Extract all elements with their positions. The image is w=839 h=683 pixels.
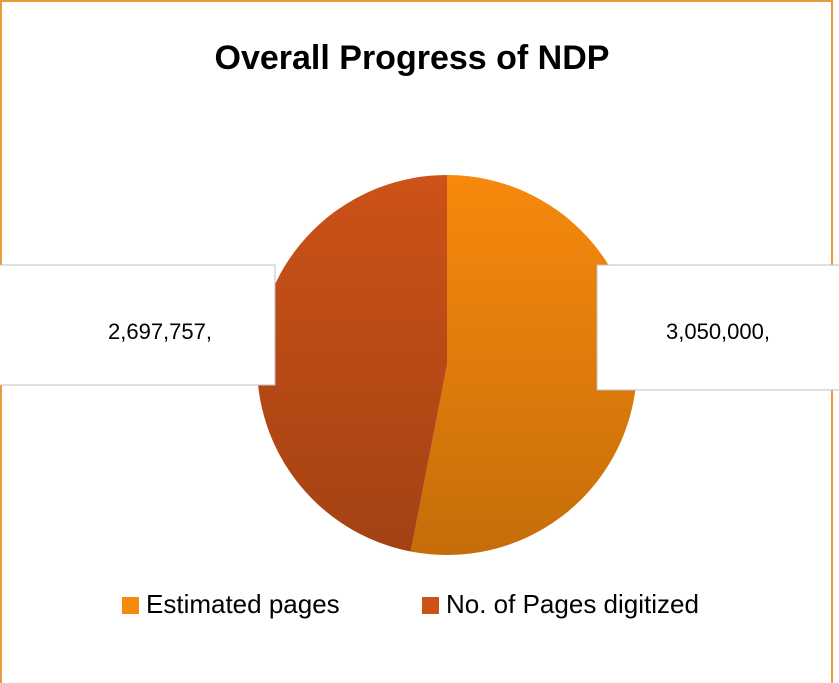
label-box: [596, 264, 839, 391]
pie: [256, 175, 637, 555]
labels: 3,050,000, 2,697,757,: [0, 264, 839, 391]
data-label: 2,697,757,: [108, 319, 212, 344]
data-label: 3,050,000,: [666, 319, 770, 344]
legend-label: Estimated pages: [146, 589, 340, 619]
label-box: [0, 264, 276, 386]
legend-swatch: [122, 597, 139, 614]
legend-label: No. of Pages digitized: [446, 589, 699, 619]
chart-title: Overall Progress of NDP: [215, 39, 610, 77]
legend-swatch: [422, 597, 439, 614]
legend: Estimated pages No. of Pages digitized: [122, 589, 699, 619]
